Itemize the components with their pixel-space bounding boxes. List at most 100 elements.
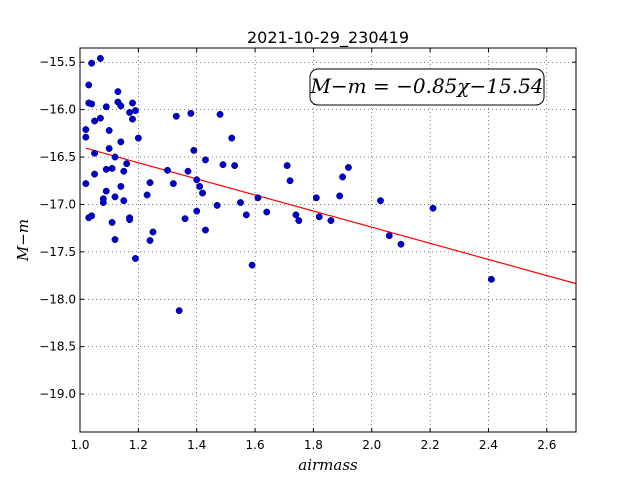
data-point bbox=[120, 197, 128, 205]
data-point bbox=[111, 236, 119, 243]
data-point bbox=[187, 109, 195, 117]
data-point bbox=[344, 164, 352, 171]
x-axis-label: airmass bbox=[298, 456, 358, 474]
data-point bbox=[126, 109, 134, 116]
data-point bbox=[231, 162, 239, 170]
data-point bbox=[164, 166, 171, 174]
data-point bbox=[254, 194, 262, 202]
x-tick-label: 2.0 bbox=[362, 438, 381, 452]
data-point bbox=[126, 216, 134, 224]
data-point bbox=[228, 134, 236, 142]
data-point bbox=[283, 162, 291, 170]
equation-box: M−m = −0.85χ−15.54 bbox=[309, 68, 545, 106]
data-point bbox=[184, 167, 192, 175]
y-tick-label: −15.5 bbox=[39, 55, 76, 69]
data-point bbox=[91, 117, 99, 125]
equation-box-frame bbox=[309, 68, 545, 106]
data-point bbox=[108, 219, 116, 226]
data-point bbox=[193, 207, 201, 215]
x-tick-label: 2.6 bbox=[537, 438, 556, 452]
data-point bbox=[114, 88, 122, 96]
data-point bbox=[487, 275, 495, 283]
data-point bbox=[237, 199, 244, 206]
data-point bbox=[181, 215, 189, 223]
data-point bbox=[123, 160, 131, 168]
x-tick-label: 1.8 bbox=[304, 438, 323, 452]
y-axis-label: M−m bbox=[14, 219, 32, 262]
data-point bbox=[102, 187, 110, 195]
data-point bbox=[82, 133, 90, 141]
data-point bbox=[111, 153, 119, 161]
data-point bbox=[91, 170, 99, 178]
x-tick-label: 1.0 bbox=[70, 438, 89, 452]
data-point bbox=[129, 115, 136, 123]
data-point bbox=[213, 201, 221, 209]
data-point bbox=[199, 189, 206, 197]
y-tick-label: −17.5 bbox=[39, 245, 76, 259]
data-point bbox=[146, 237, 154, 244]
data-point bbox=[82, 126, 90, 133]
data-point bbox=[292, 211, 300, 219]
x-tick-label: 1.6 bbox=[246, 438, 265, 452]
data-point bbox=[117, 138, 125, 146]
data-point bbox=[216, 110, 224, 118]
data-point bbox=[397, 240, 405, 248]
data-point bbox=[175, 307, 183, 315]
data-point bbox=[99, 199, 107, 206]
data-point bbox=[146, 179, 154, 187]
data-point bbox=[120, 167, 128, 175]
data-point bbox=[143, 191, 151, 199]
y-tick-label: −18.5 bbox=[39, 340, 76, 354]
data-point bbox=[196, 182, 204, 190]
data-point bbox=[219, 161, 227, 169]
data-point bbox=[248, 261, 256, 269]
data-point bbox=[315, 213, 323, 221]
data-point bbox=[149, 228, 157, 236]
x-tick-label: 2.4 bbox=[479, 438, 498, 452]
data-point bbox=[202, 226, 209, 234]
data-point bbox=[295, 217, 303, 225]
data-point bbox=[429, 204, 437, 212]
data-point bbox=[169, 180, 177, 188]
data-point bbox=[117, 182, 125, 190]
data-point bbox=[336, 192, 344, 200]
data-point bbox=[242, 211, 250, 219]
data-point bbox=[190, 146, 198, 154]
data-points bbox=[82, 54, 495, 315]
data-point bbox=[286, 177, 294, 185]
data-point bbox=[117, 102, 125, 110]
data-point bbox=[91, 149, 99, 157]
data-point bbox=[377, 197, 384, 205]
data-point bbox=[134, 134, 142, 142]
data-point bbox=[88, 59, 96, 67]
data-point bbox=[385, 232, 393, 240]
data-point bbox=[111, 193, 119, 201]
data-point bbox=[312, 194, 320, 202]
grid bbox=[79, 48, 576, 432]
data-point bbox=[131, 255, 139, 262]
y-tick-label: −17.0 bbox=[39, 197, 76, 211]
y-tick-label: −16.0 bbox=[39, 103, 76, 117]
plot-frame bbox=[79, 47, 577, 433]
data-point bbox=[172, 112, 180, 120]
chart-title: 2021-10-29_230419 bbox=[247, 28, 409, 48]
data-point bbox=[327, 217, 335, 225]
data-point bbox=[339, 173, 347, 181]
data-point bbox=[88, 212, 96, 220]
data-point bbox=[105, 127, 113, 134]
data-point bbox=[96, 54, 104, 62]
data-point bbox=[131, 107, 139, 115]
data-point bbox=[263, 208, 271, 216]
x-tick-label: 2.2 bbox=[421, 438, 440, 452]
y-tick-label: −19.0 bbox=[39, 387, 76, 401]
x-tick-label: 1.2 bbox=[129, 438, 148, 452]
data-point bbox=[82, 180, 90, 188]
data-point bbox=[102, 165, 110, 173]
data-point bbox=[102, 103, 110, 111]
data-point bbox=[202, 156, 209, 164]
data-point bbox=[108, 164, 116, 172]
data-point bbox=[105, 145, 113, 152]
data-point bbox=[129, 99, 136, 107]
x-tick-label: 1.4 bbox=[187, 438, 206, 452]
